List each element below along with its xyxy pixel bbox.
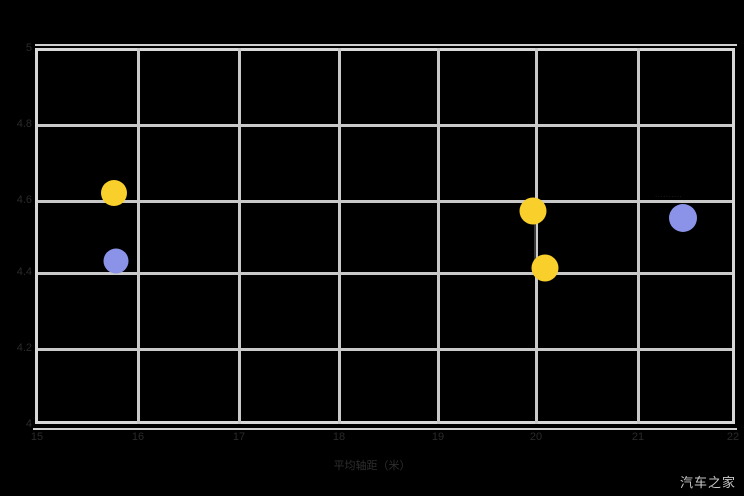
data-point-blue-1[interactable] <box>103 248 129 274</box>
ytick-label-2: 4.6 <box>16 194 32 206</box>
data-point-blue-2[interactable] <box>669 204 697 232</box>
gridline-vertical-16 <box>137 48 140 424</box>
ytick-label-0: 5 <box>25 42 32 54</box>
gridline-horizontal-4.8 <box>35 124 735 127</box>
ytick-label-4: 4.2 <box>16 342 32 354</box>
xtick-label-5: 20 <box>529 431 543 443</box>
data-point-yellow-3[interactable] <box>531 254 559 282</box>
xtick-label-3: 18 <box>332 431 346 443</box>
xtick-label-7: 22 <box>726 431 740 443</box>
gridline-horizontal-4.6 <box>35 200 735 203</box>
point-connector <box>534 208 536 270</box>
xtick-label-6: 21 <box>631 431 645 443</box>
gridline-horizontal-4.2 <box>35 348 735 351</box>
xtick-label-1: 16 <box>131 431 145 443</box>
ytick-label-3: 4.4 <box>16 266 32 278</box>
gridline-horizontal-4 <box>35 421 735 424</box>
xtick-label-4: 19 <box>431 431 445 443</box>
plot-area: .......... <box>35 48 735 424</box>
xtick-label-2: 17 <box>232 431 246 443</box>
data-point-yellow-1[interactable] <box>101 180 127 206</box>
point-annotation-label: .......... <box>655 190 683 199</box>
gridline-vertical-20 <box>535 48 538 424</box>
x-axis-title: 平均轴距（米） <box>333 460 411 472</box>
gridline-vertical-18 <box>338 48 341 424</box>
gridline-horizontal-5 <box>35 48 735 51</box>
gridline-vertical-22 <box>732 48 735 424</box>
data-point-yellow-2[interactable] <box>519 197 547 225</box>
axis-bottom-line <box>33 428 737 430</box>
gridline-vertical-17 <box>238 48 241 424</box>
ytick-label-1: 4.8 <box>16 118 32 130</box>
xtick-label-0: 15 <box>30 431 44 443</box>
watermark-autohome: 汽车之家 <box>679 475 736 490</box>
gridline-vertical-21 <box>637 48 640 424</box>
gridline-vertical-15 <box>35 48 38 424</box>
gridline-vertical-19 <box>437 48 440 424</box>
gridline-horizontal-4.4 <box>35 272 735 275</box>
axis-top-line <box>35 44 737 46</box>
ytick-label-5: 4 <box>25 418 32 430</box>
